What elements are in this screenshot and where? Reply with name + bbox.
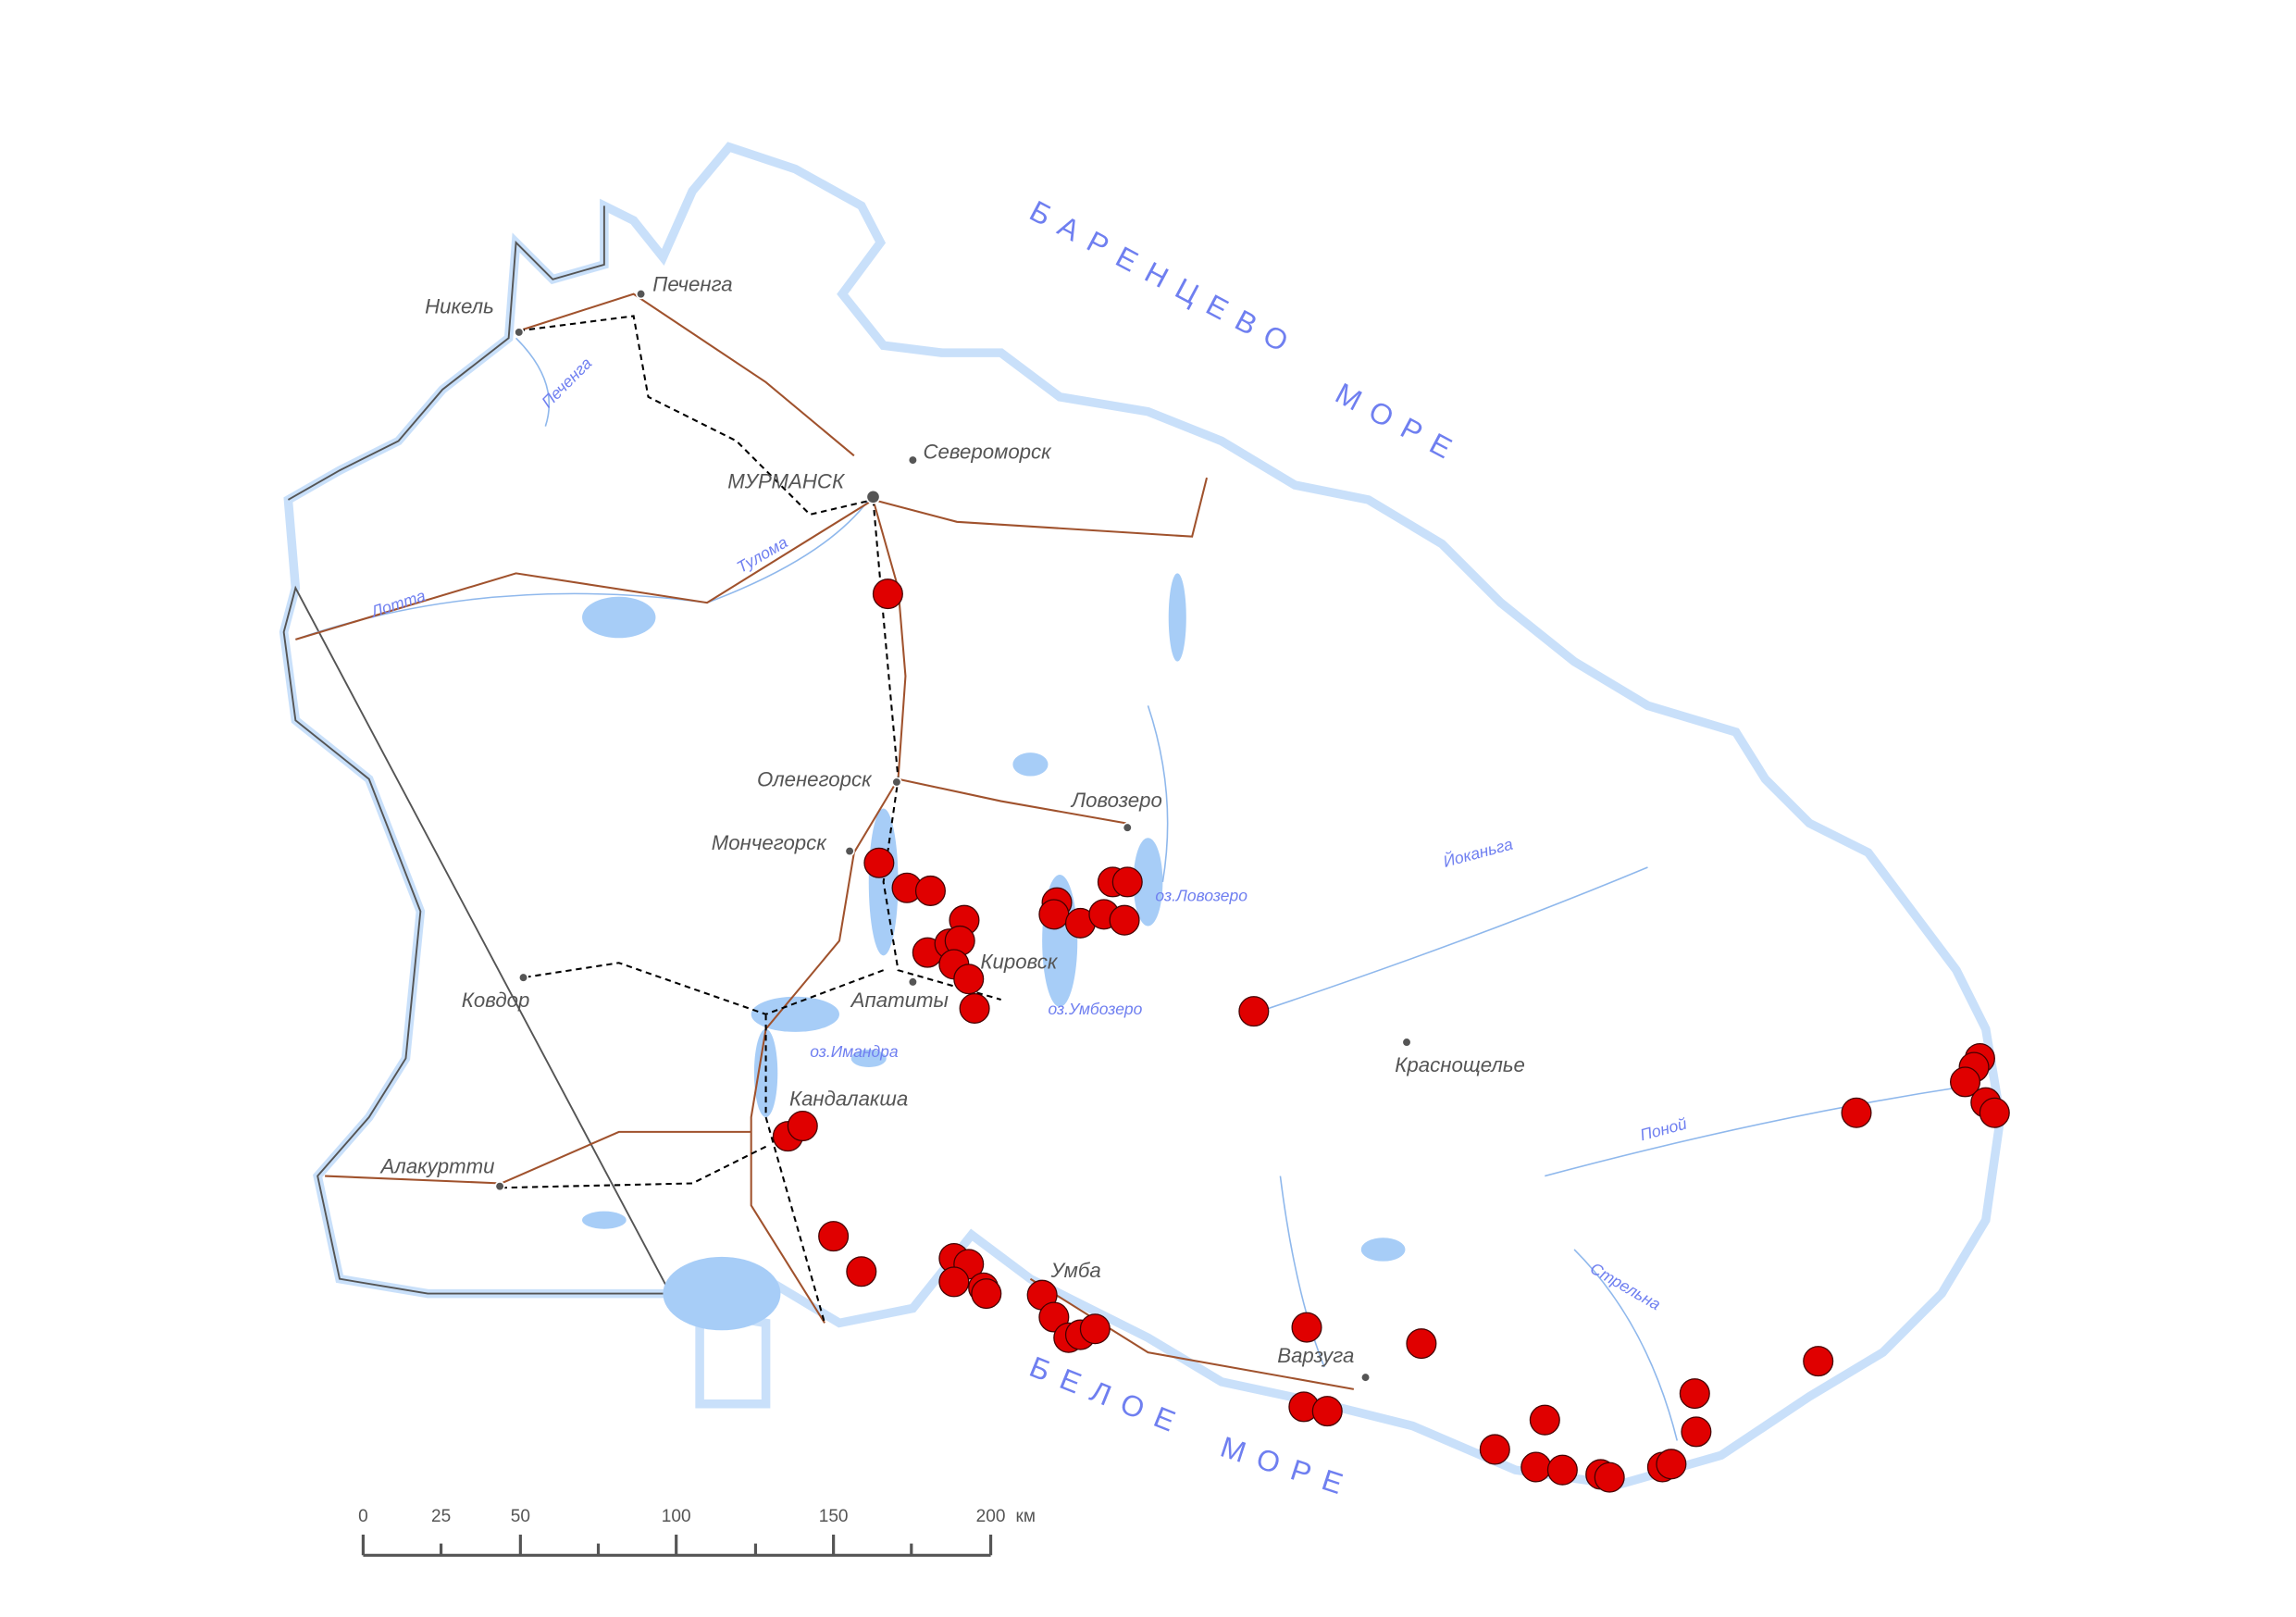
site-marker xyxy=(914,875,946,906)
city-monchegorsk: Мончегорск xyxy=(712,831,827,854)
city-umba: Умба xyxy=(1050,1259,1101,1282)
site-markers xyxy=(772,578,2010,1493)
city-kirovsk: Кировск xyxy=(980,951,1058,974)
site-marker xyxy=(1529,1404,1560,1436)
lake-umbozero: оз.Умбозеро xyxy=(1049,1000,1143,1018)
site-marker xyxy=(1109,904,1140,936)
scale-tick-200: 200 xyxy=(976,1507,1006,1526)
site-marker xyxy=(1546,1454,1578,1486)
site-marker xyxy=(1520,1451,1552,1483)
site-marker xyxy=(818,1221,850,1252)
site-marker xyxy=(1479,1434,1510,1465)
scale-tick-150: 150 xyxy=(819,1507,849,1526)
site-marker xyxy=(953,964,985,995)
scale-tick-0: 0 xyxy=(358,1507,368,1526)
city-kandalaksha: Кандалакша xyxy=(789,1087,908,1110)
city-apatity: Апатиты xyxy=(850,989,949,1012)
site-marker xyxy=(1594,1462,1625,1493)
site-marker xyxy=(787,1111,818,1142)
lake-imandra: оз.Имандра xyxy=(810,1042,899,1061)
land xyxy=(279,142,2005,1489)
site-marker xyxy=(1038,899,1070,930)
railway xyxy=(501,315,1001,1324)
site-marker xyxy=(1406,1328,1437,1360)
site-marker xyxy=(1803,1346,1834,1377)
site-marker xyxy=(1111,866,1143,898)
site-marker xyxy=(1656,1449,1687,1480)
scale-tick-50: 50 xyxy=(511,1507,530,1526)
site-marker xyxy=(938,1266,970,1298)
city-kovdor: Ковдор xyxy=(462,989,530,1012)
lake-lovozero: оз.Ловозеро xyxy=(1155,887,1247,905)
site-marker xyxy=(1291,1312,1322,1343)
sea-label-barents-1: БАРЕНЦЕВО xyxy=(1024,193,1306,364)
site-marker xyxy=(1679,1378,1710,1410)
city-labels: Никель Печенга Североморск МУРМАНСК Олен… xyxy=(379,272,1524,1367)
city-krasnoshchelye: Краснощелье xyxy=(1395,1053,1525,1076)
rivers xyxy=(295,337,1957,1441)
scale-tick-100: 100 xyxy=(662,1507,691,1526)
roads xyxy=(295,292,1355,1390)
sea-label-white-1: БЕЛОЕ xyxy=(1025,1350,1193,1443)
city-varzuga: Варзуга xyxy=(1277,1344,1354,1367)
site-marker xyxy=(971,1278,1002,1310)
site-marker xyxy=(1238,996,1270,1027)
scale-bar: 0 25 50 100 150 200 км xyxy=(358,1507,1036,1557)
scale-tick-25: 25 xyxy=(431,1507,451,1526)
city-pechenga: Печенга xyxy=(652,272,732,295)
city-lovozero: Ловозеро xyxy=(1070,789,1162,812)
city-severomorsk: Североморск xyxy=(924,441,1053,464)
site-marker xyxy=(1079,1313,1111,1345)
site-marker xyxy=(846,1256,877,1287)
scale-unit: км xyxy=(1016,1507,1036,1526)
site-marker xyxy=(959,992,990,1025)
site-marker xyxy=(863,847,895,878)
city-alakurtti: Алакуртти xyxy=(379,1154,494,1177)
site-marker xyxy=(1311,1396,1343,1427)
sea-label-barents-2: МОРЕ xyxy=(1330,376,1469,471)
site-marker xyxy=(1681,1416,1712,1448)
site-marker xyxy=(1950,1066,1981,1098)
site-marker xyxy=(872,578,903,610)
city-markers xyxy=(494,289,1412,1383)
city-nikel: Никель xyxy=(425,294,494,317)
city-olenegorsk: Оленегорск xyxy=(757,768,873,791)
sea-label-white-2: МОРЕ xyxy=(1217,1430,1359,1505)
site-marker xyxy=(1979,1097,2010,1128)
site-marker xyxy=(1841,1097,1872,1128)
city-murmansk: МУРМАНСК xyxy=(727,469,846,492)
